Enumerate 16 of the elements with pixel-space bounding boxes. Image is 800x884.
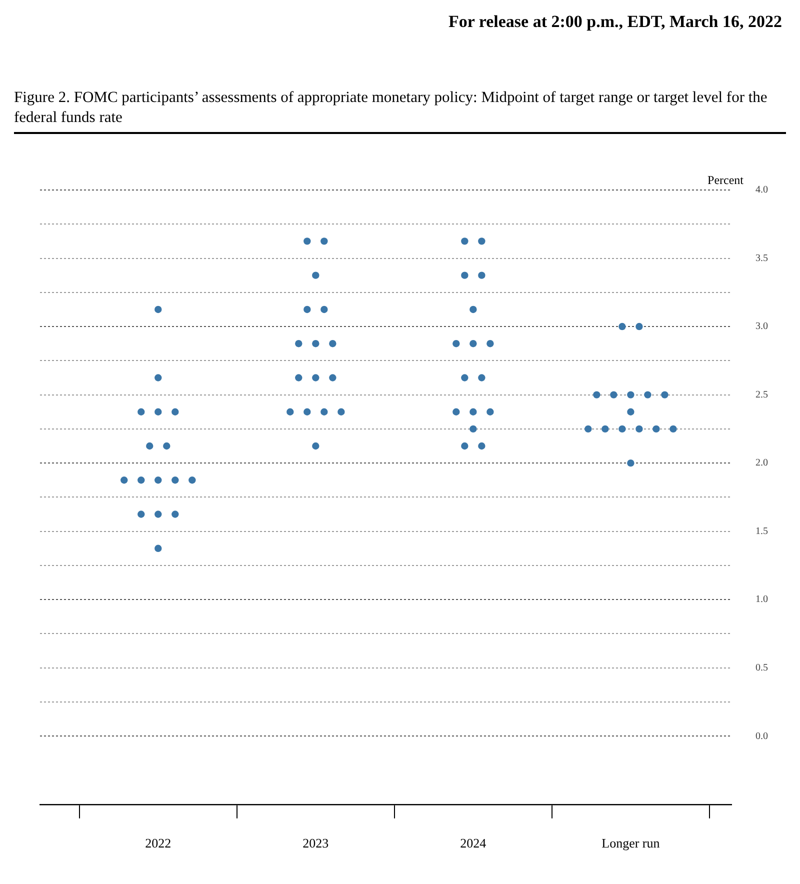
x-tick-label: 2023 bbox=[302, 836, 329, 851]
x-tick-label: Longer run bbox=[602, 836, 660, 851]
y-tick-label: 0.5 bbox=[756, 662, 768, 674]
y-tick-label: 2.5 bbox=[756, 389, 768, 400]
y-tick-label: 3.5 bbox=[756, 252, 768, 264]
y-axis-title: Percent bbox=[708, 173, 744, 188]
text: For release at 2:00 p.m., EDT, March 16, 2022 bbox=[448, 12, 782, 32]
y-tick-label: 0.0 bbox=[756, 730, 768, 742]
y-tick-label: 3.0 bbox=[756, 321, 768, 332]
chart-title: Figure 2. FOMC participants’ assessments of appropriate monetary policy: Midpoint of target range or target level for the federal funds rate bbox=[14, 88, 786, 134]
y-tick-label: 1.5 bbox=[756, 526, 768, 537]
y-tick-label: 4.0 bbox=[756, 184, 768, 196]
y-tick-label: 1.0 bbox=[756, 594, 768, 606]
x-tick-label: 2022 bbox=[145, 836, 172, 851]
y-tick-label: 2.0 bbox=[756, 458, 768, 469]
x-tick-label: 2024 bbox=[460, 836, 487, 851]
